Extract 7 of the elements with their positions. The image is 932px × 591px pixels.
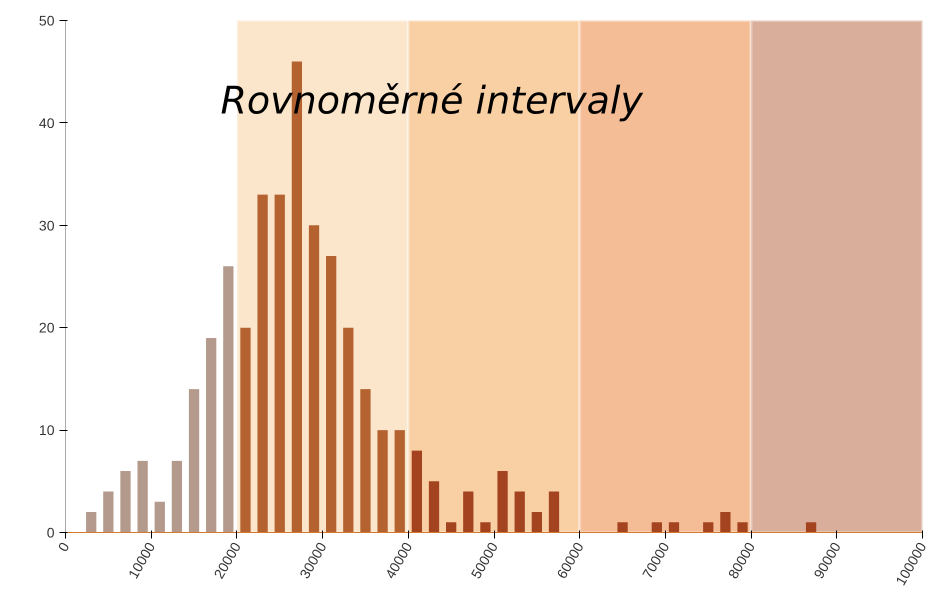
y-tick-label: 20 bbox=[38, 320, 55, 336]
y-tick-label: 50 bbox=[38, 12, 55, 28]
y-tick-label: 40 bbox=[38, 114, 55, 131]
y-tick-label: 30 bbox=[38, 217, 55, 234]
y-tick-label: 10 bbox=[38, 422, 55, 438]
y-tick-label: 0 bbox=[46, 524, 55, 540]
x-tick-label: 0 bbox=[54, 539, 73, 554]
